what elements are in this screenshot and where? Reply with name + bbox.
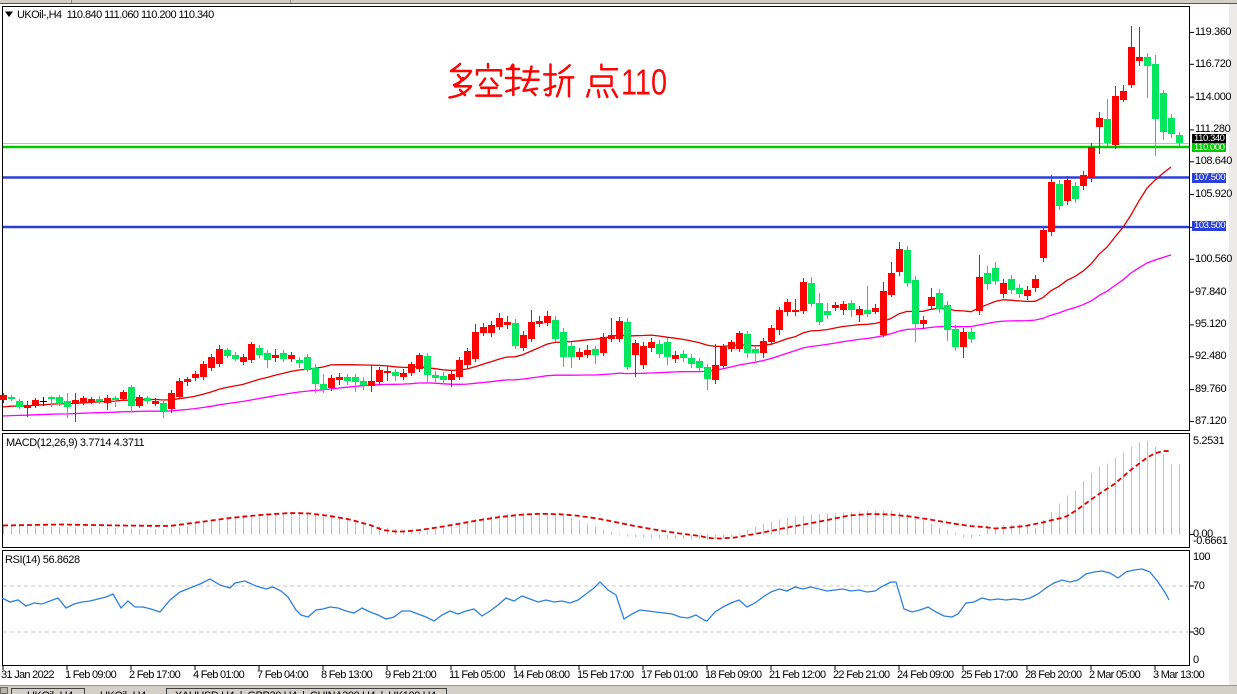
svg-text:110: 110 (621, 62, 667, 103)
